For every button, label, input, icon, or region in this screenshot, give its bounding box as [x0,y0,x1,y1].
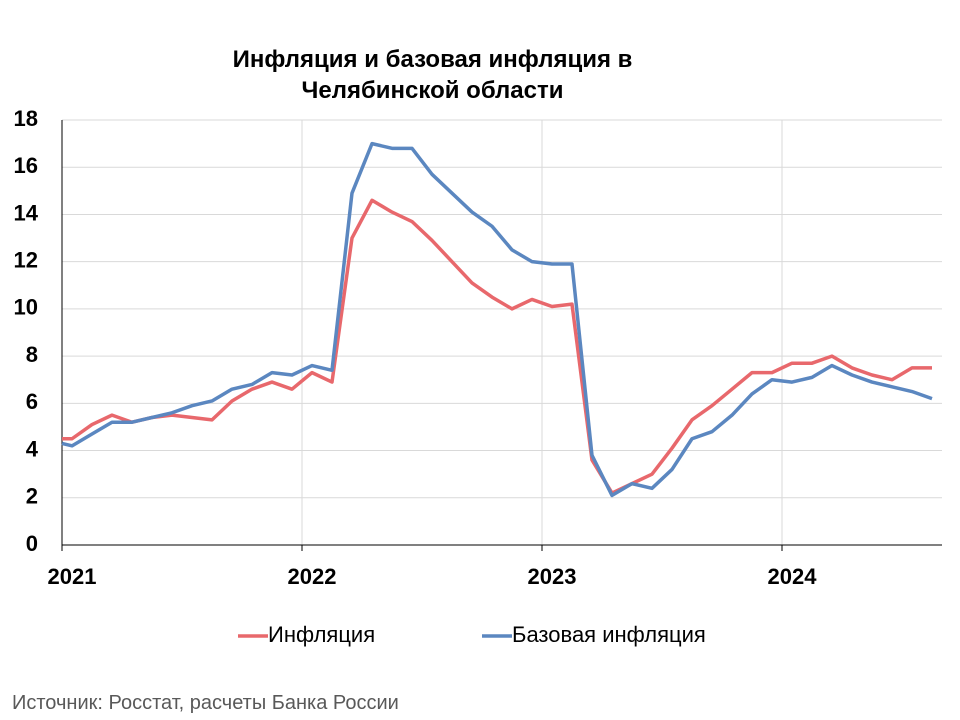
series-line [61,141,933,498]
y-tick-label: 4 [26,436,39,461]
x-tick-label: 2022 [288,564,337,589]
y-tick-label: 6 [26,389,38,414]
y-tick-label: 16 [14,153,38,178]
y-tick-label: 18 [14,106,38,131]
y-tick-label: 8 [26,342,38,367]
x-tick-label: 2021 [48,564,97,589]
y-tick-label: 2 [26,484,38,509]
y-tick-label: 14 [14,200,39,225]
y-tick-label: 0 [26,531,38,556]
y-tick-label: 10 [14,295,38,320]
x-tick-label: 2024 [768,564,818,589]
legend-label: Базовая инфляция [512,622,706,647]
x-tick-label: 2023 [528,564,577,589]
legend-label: Инфляция [268,622,375,647]
y-tick-label: 12 [14,247,38,272]
series-line [62,198,932,495]
source-note: Источник: Росстат, расчеты Банка России [12,692,399,714]
chart-title: Инфляция и базовая инфляция в Челябинско… [232,46,633,104]
